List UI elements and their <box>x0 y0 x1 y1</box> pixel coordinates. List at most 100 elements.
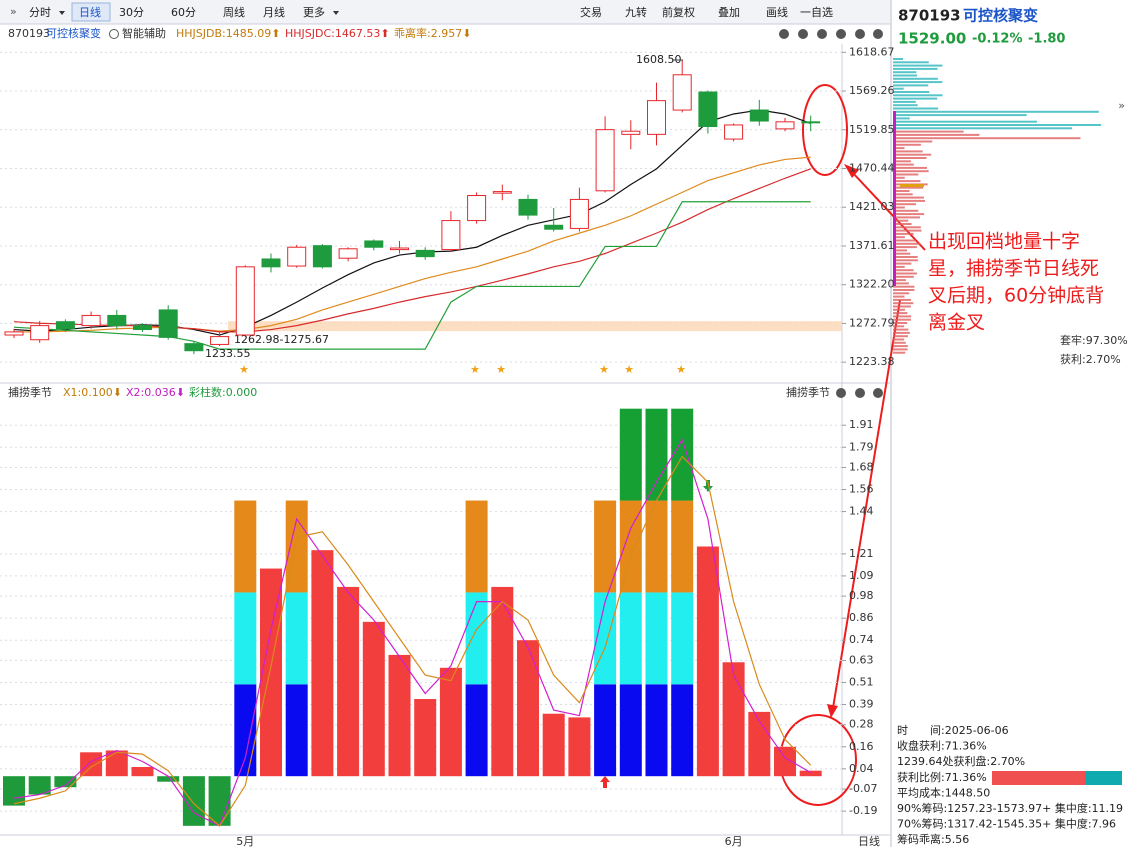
toolbar-button[interactable]: 分时 <box>29 6 51 19</box>
chip-bar <box>893 61 929 64</box>
chip-bar <box>893 94 943 97</box>
period-tab[interactable]: 日线 <box>858 834 880 847</box>
chip-detail: 收盘获利:71.36% <box>897 739 987 753</box>
chip-bar <box>893 279 906 282</box>
y-tick-label: 1.21 <box>849 547 874 560</box>
icon[interactable] <box>817 29 827 39</box>
y-tick-label: 0.28 <box>849 718 874 731</box>
chip-bar <box>893 127 1073 130</box>
signal-star: ★ <box>496 363 506 376</box>
bar <box>696 546 719 777</box>
chip-bar <box>893 163 914 166</box>
indicator-line <box>14 156 811 333</box>
chip-detail: 70%筹码:1317.42-1545.35+ 集中度:7.96 <box>897 817 1116 831</box>
bar <box>157 776 180 782</box>
candle-body <box>30 325 50 341</box>
highlight <box>802 84 848 176</box>
chip-bar <box>893 259 918 262</box>
bar-segment <box>671 684 694 777</box>
chip-stat: 套牢:97.30% <box>1060 333 1128 347</box>
toolbar-button[interactable]: 前复权 <box>662 5 695 19</box>
chip-bar <box>893 74 918 77</box>
candle-body <box>467 194 487 222</box>
high-label: 1608.50 <box>636 53 682 66</box>
bar-segment <box>465 500 488 593</box>
chip-bar <box>893 209 919 212</box>
icon[interactable] <box>798 29 808 39</box>
icon[interactable] <box>873 29 883 39</box>
y-tick-label: -0.07 <box>849 782 877 795</box>
low-label: 1233.55 <box>205 347 251 360</box>
chip-bar <box>893 249 908 252</box>
chip-detail: 90%筹码:1257.23-1573.97+ 集中度:11.19 <box>897 801 1123 815</box>
chip-bar <box>893 292 910 295</box>
toolbar-button[interactable]: 月线 <box>263 5 285 19</box>
tab-active[interactable] <box>71 2 111 22</box>
icon[interactable] <box>855 29 865 39</box>
candle-body <box>724 124 744 140</box>
chip-bar <box>893 246 917 249</box>
indicator-value: 乖离率:2.957⬇ <box>394 26 471 40</box>
chip-bar <box>893 335 908 338</box>
candle-body <box>55 321 75 330</box>
toolbar-button[interactable]: 周线 <box>223 5 245 19</box>
chip-bar <box>893 252 911 255</box>
bar <box>414 699 437 777</box>
indicator-value: HHJSJDB:1485.09⬆ <box>176 27 280 40</box>
bar-segment <box>594 684 617 777</box>
chip-bar <box>893 351 906 354</box>
bar <box>774 746 796 777</box>
chip-bar <box>893 265 905 268</box>
icon[interactable] <box>873 388 883 398</box>
indicator-line <box>13 168 811 333</box>
toolbar-button[interactable]: 一自选 <box>800 6 833 19</box>
chip-bar <box>893 110 1099 113</box>
chip-bar <box>893 331 910 334</box>
y-tick-label: 1.91 <box>849 418 874 431</box>
toolbar-button[interactable]: 画线 <box>766 5 788 19</box>
icon[interactable]: » <box>1118 99 1125 112</box>
y-tick-label: 1272.79 <box>849 316 895 329</box>
bar-segment <box>645 684 668 777</box>
icon[interactable] <box>836 29 846 39</box>
chip-bar <box>893 308 905 311</box>
chip-bar <box>893 143 921 146</box>
signal-star: ★ <box>239 363 249 376</box>
chip-bar <box>893 269 914 272</box>
chip-bar <box>893 153 932 156</box>
chip-detail: 1239.64处获利盘:2.70% <box>897 754 1025 768</box>
icon[interactable] <box>779 29 789 39</box>
icon[interactable]: » <box>10 5 17 18</box>
bar <box>722 662 745 777</box>
candle-body <box>544 224 564 230</box>
candle-body <box>647 100 666 135</box>
chip-bar <box>893 285 915 288</box>
bar-segment <box>465 592 488 685</box>
chip-bar <box>893 325 905 328</box>
quote-code: 870193 <box>898 7 961 25</box>
bar-segment <box>285 684 308 777</box>
chip-bar <box>893 81 943 84</box>
toolbar-button[interactable]: 日线 <box>79 5 101 19</box>
toolbar-button[interactable]: 30分 <box>119 6 144 19</box>
signal-star: ★ <box>470 363 480 376</box>
y-tick-label: 1371.61 <box>849 239 895 252</box>
toolbar-button[interactable]: 更多 <box>303 5 325 19</box>
toolbar-button[interactable]: 九转 <box>625 5 647 19</box>
candle-body <box>81 314 101 327</box>
chip-detail: 获利比例:71.36% <box>897 770 987 784</box>
toolbar-button[interactable]: 叠加 <box>718 6 740 19</box>
toolbar-button[interactable]: 交易 <box>580 5 602 19</box>
bar-segment <box>285 500 308 593</box>
chip-bar <box>893 114 1027 117</box>
toolbar-button[interactable]: 60分 <box>171 6 196 19</box>
icon[interactable] <box>855 388 865 398</box>
chip-bar <box>893 64 943 67</box>
bar-segment <box>234 500 257 593</box>
chip-bar <box>893 219 909 222</box>
icon[interactable] <box>836 388 846 398</box>
indicator-line <box>13 109 811 336</box>
bar-segment <box>619 500 642 593</box>
indicator-value: X2:0.036⬇ <box>126 386 185 399</box>
bar <box>131 767 154 777</box>
